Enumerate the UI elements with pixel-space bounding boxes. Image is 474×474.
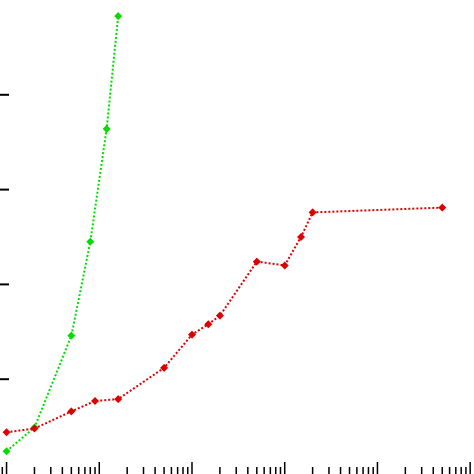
data-point-marker [86, 237, 95, 246]
series-1 [2, 12, 123, 456]
series-2 [2, 203, 447, 437]
data-point-marker [215, 311, 224, 320]
series-layer [2, 12, 447, 456]
data-point-marker [160, 363, 169, 372]
data-point-marker [204, 320, 213, 329]
data-point-marker [67, 331, 76, 340]
axis-ticks [0, 93, 471, 474]
data-point-marker [2, 428, 11, 437]
series-line [5, 15, 120, 452]
data-point-marker [280, 261, 289, 270]
data-point-marker [102, 124, 111, 133]
data-point-marker [114, 395, 123, 404]
data-point-marker [252, 257, 261, 266]
data-point-marker [308, 208, 317, 217]
data-point-marker [438, 203, 447, 212]
data-point-marker [187, 330, 196, 339]
data-point-marker [30, 424, 39, 433]
series-line [6, 206, 443, 434]
data-point-marker [67, 407, 76, 416]
data-point-marker [114, 12, 123, 21]
data-point-marker [91, 397, 100, 406]
data-point-marker [297, 233, 306, 241]
data-point-marker [2, 447, 11, 456]
